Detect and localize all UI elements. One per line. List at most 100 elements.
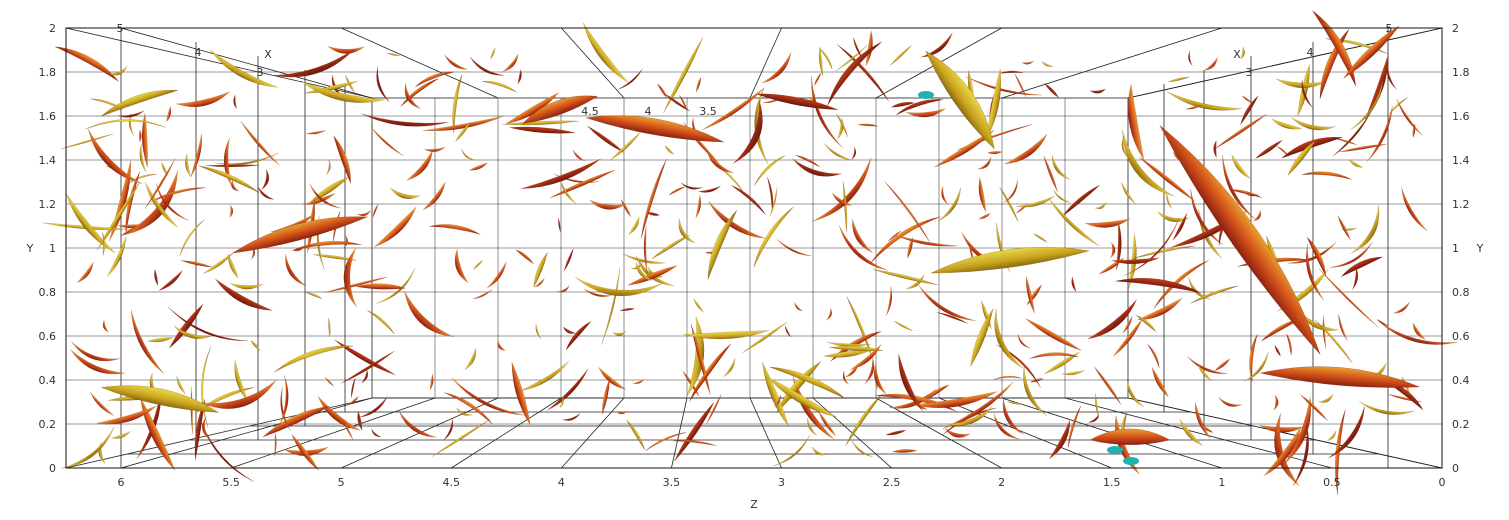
y-tick-right: 0.4 — [1452, 374, 1470, 387]
vortex-tube — [1017, 333, 1031, 349]
vortex-tube — [754, 87, 769, 165]
vortex-tube — [167, 306, 248, 342]
z-tick: 4.5 — [443, 476, 461, 489]
vortex-tube — [948, 406, 993, 426]
vortex-tube — [1350, 205, 1380, 254]
vortex-tube — [1197, 364, 1213, 382]
vortex-tube — [452, 74, 463, 134]
vortex-tube — [601, 267, 621, 345]
vortex-tube — [635, 262, 652, 281]
vortex-tube — [942, 381, 1014, 429]
z-tick: 6 — [118, 476, 125, 489]
vortex-tube — [864, 357, 875, 385]
vortex-tube — [85, 119, 166, 130]
vortex-tube — [386, 52, 400, 56]
vortex-tube — [88, 128, 142, 184]
vortex-tube — [262, 406, 330, 438]
vortex-tube — [1139, 156, 1195, 202]
vortex-tube — [646, 212, 660, 216]
vortex-tube — [1111, 257, 1160, 265]
vortex-tube — [317, 396, 361, 431]
vortex-tube — [1300, 394, 1328, 421]
vortex-tube — [1007, 401, 1023, 405]
vortex-tube — [1287, 241, 1337, 264]
vortex-tube — [993, 413, 1020, 440]
vortex-tube — [824, 143, 852, 161]
vortex-tube — [1003, 179, 1018, 203]
vortex-tube — [1179, 419, 1203, 446]
vortex-tube — [702, 87, 765, 130]
axis-title-y-right: Y — [1476, 242, 1484, 255]
vortex-tube — [832, 192, 852, 206]
vortex-tube — [306, 130, 326, 135]
vortex-tube — [812, 157, 872, 222]
vortex-tube — [376, 268, 415, 304]
y-tick-right: 0 — [1452, 462, 1459, 475]
vortex-tube — [398, 410, 437, 438]
vortex-tube — [324, 377, 335, 387]
vortex-tube — [769, 366, 846, 400]
vortex-tube — [65, 192, 116, 254]
vortex-tube — [1021, 60, 1034, 65]
vortex-tube — [836, 114, 848, 137]
vortex-tube — [598, 367, 627, 390]
vortex-tube — [280, 387, 291, 431]
x-tick-left-1: 4 — [195, 46, 202, 59]
vortex-tube — [60, 133, 114, 150]
vortex-tube — [131, 309, 165, 374]
vortex-tube — [1337, 215, 1351, 241]
grid-line-ceiling — [120, 27, 373, 99]
y-tick-left: 0 — [49, 462, 56, 475]
vortex-tube — [1190, 188, 1224, 246]
vortex-tube — [698, 185, 721, 193]
vortex-tube — [890, 102, 915, 108]
vortex-tube — [1241, 95, 1253, 104]
vortex-tube — [794, 302, 803, 312]
vortex-tube — [173, 325, 211, 339]
vortex-tube — [472, 289, 493, 300]
vortex-tube — [708, 200, 766, 239]
vortex-tube — [155, 183, 189, 221]
vortex-tube — [176, 91, 230, 107]
vortex-tube — [147, 337, 174, 343]
vortex-tube — [1185, 105, 1202, 110]
vortex-tube — [194, 398, 206, 461]
vortex-tube — [773, 434, 810, 466]
y-tick-right: 1.8 — [1452, 66, 1470, 79]
vortex-tube — [106, 236, 127, 277]
vortex-tube — [1127, 83, 1145, 161]
vortex-tube — [619, 308, 635, 311]
vortex-tube — [1044, 351, 1080, 375]
y-tick-left: 1.4 — [39, 154, 57, 167]
vortex-tube — [1343, 25, 1400, 79]
z-tick: 3 — [778, 476, 785, 489]
grid-line-floor — [671, 397, 688, 469]
vortex-tube — [333, 210, 341, 242]
vortex-tube — [102, 320, 109, 333]
vortex-tube — [889, 45, 912, 66]
vortex-tube — [138, 129, 142, 143]
z-tick: 2.5 — [883, 476, 901, 489]
far-wall-labels: 4.5 4 3.5 — [581, 105, 717, 118]
vortex-tube — [1274, 413, 1300, 487]
vortex-tube — [357, 410, 363, 431]
vortex-tube — [664, 144, 675, 155]
y-tick-right: 1.2 — [1452, 198, 1470, 211]
vortex-tube — [139, 144, 147, 173]
vortex-tube — [1258, 424, 1304, 433]
vortex-tube — [111, 430, 132, 439]
vortex-tube-cyan — [1107, 446, 1123, 454]
vortex-tube — [169, 303, 204, 349]
vortex-tube — [443, 418, 454, 441]
vortex-tube — [150, 187, 206, 203]
z-tick: 1.5 — [1103, 476, 1121, 489]
vortex-tube — [572, 149, 586, 162]
vortex-tube — [1166, 193, 1172, 209]
vortex-tube — [1043, 155, 1058, 193]
vortex-tube — [1087, 299, 1137, 340]
z-tick: 0 — [1439, 476, 1446, 489]
vortex-tube-large — [521, 95, 599, 124]
vortex-tube — [324, 276, 388, 293]
corner-edge — [1127, 397, 1443, 469]
